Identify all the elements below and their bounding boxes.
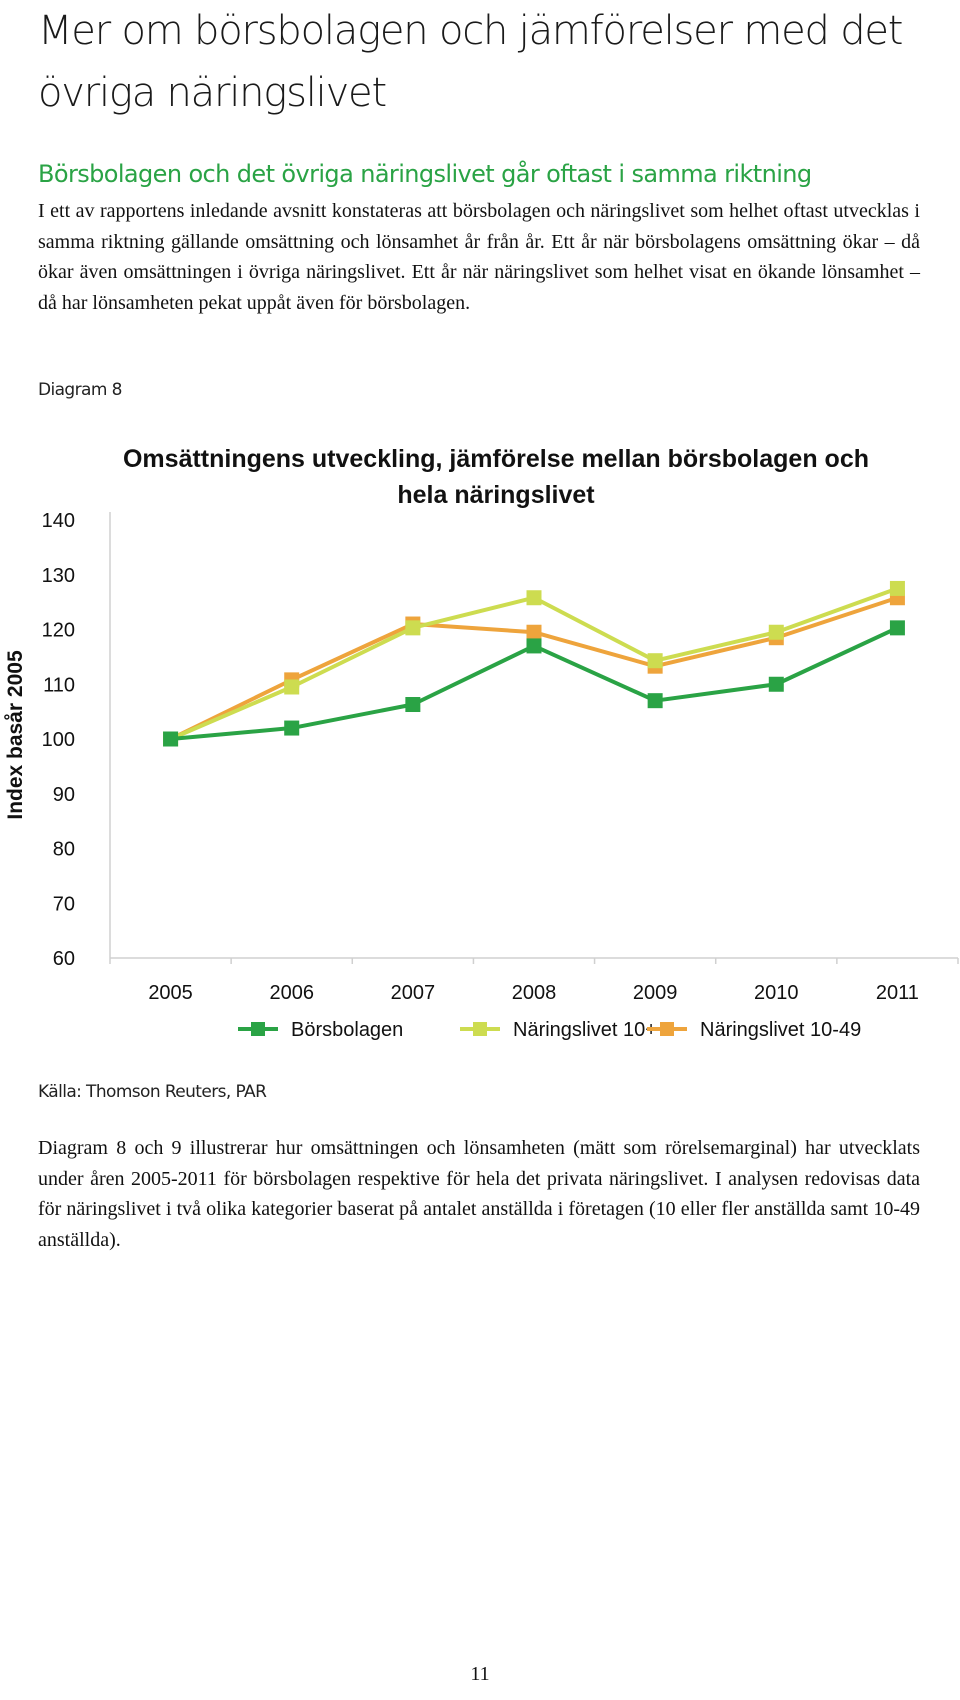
data-point-naringslivet-10- [405,620,421,636]
data-point-naringslivet-10- [889,580,905,596]
x-tick-label: 2009 [633,982,678,1004]
section-heading: Börsbolagen och det övriga näringslivet … [38,160,812,188]
legend-marker [251,1022,265,1036]
x-tick-label: 2007 [391,982,436,1004]
plot-frame [109,512,958,959]
chart-title-line-1: Omsättningens utveckling, jämförelse mel… [123,445,869,473]
series-line-naringslivet-10- [169,586,899,741]
x-tick-label: 2010 [754,982,799,1004]
diagram-label: Diagram 8 [38,380,122,400]
data-point-naringslivet-10- [526,590,542,606]
page-title: Mer om börsbolagen och jämförelser med d… [38,8,903,116]
x-tick-label: 2005 [148,982,193,1004]
x-tick-label: 2011 [876,982,919,1004]
data-point-borsbolagen [647,693,663,709]
y-tick-label: 60 [53,948,75,970]
data-point-naringslivet-10-49 [526,624,542,640]
y-tick-label: 70 [53,893,75,915]
data-point-naringslivet-10- [647,653,663,669]
series-group [163,580,905,747]
data-point-borsbolagen [405,697,421,713]
data-point-borsbolagen [163,731,179,747]
analysis-paragraph: Diagram 8 och 9 illustrerar hur omsättni… [38,1137,920,1251]
x-tick-label: 2006 [269,982,314,1004]
data-point-borsbolagen [768,676,784,692]
y-tick-label: 80 [53,839,75,861]
legend-marker [660,1022,674,1036]
page-number: 11 [470,1663,490,1685]
y-tick-label: 140 [42,510,75,532]
data-point-borsbolagen [889,620,905,636]
y-tick-label: 120 [42,620,75,642]
legend: Börsbolagen Näringslivet 10+ Näringslivet … [238,1019,861,1041]
y-tick-label: 130 [42,565,75,587]
legend-label: Börsbolagen [291,1019,403,1041]
legend-label: Näringslivet 10-49 [700,1019,861,1041]
data-point-naringslivet-10- [284,679,300,695]
data-point-naringslivet-10- [768,624,784,640]
legend-marker [473,1022,487,1036]
data-point-borsbolagen [526,638,542,654]
x-tick-label: 2008 [512,982,557,1004]
y-tick-label: 90 [53,784,75,806]
chart-title-line-2: hela näringslivet [397,481,595,509]
legend-label: Näringslivet 10+ [513,1019,657,1041]
y-tick-label: 100 [42,729,75,751]
source-label: Källa: Thomson Reuters, PAR [38,1082,267,1102]
y-tick-label: 110 [43,674,75,696]
y-axis-ticks: 60 70 80 90 100 110 120 130 140 [42,510,75,970]
y-axis-label: Index basår 2005 [4,650,27,820]
data-point-borsbolagen [284,720,300,736]
series-line-naringslivet-10-49 [169,595,899,741]
x-axis-ticks: 2005 2006 2007 2008 2009 2010 2011 [109,958,959,1004]
chart-title: Omsättningens utveckling, jämförelse mel… [123,445,869,509]
intro-paragraph: I ett av rapportens inledande avsnitt ko… [38,200,920,314]
line-chart: Omsättningens utveckling, jämförelse mel… [4,445,959,1041]
